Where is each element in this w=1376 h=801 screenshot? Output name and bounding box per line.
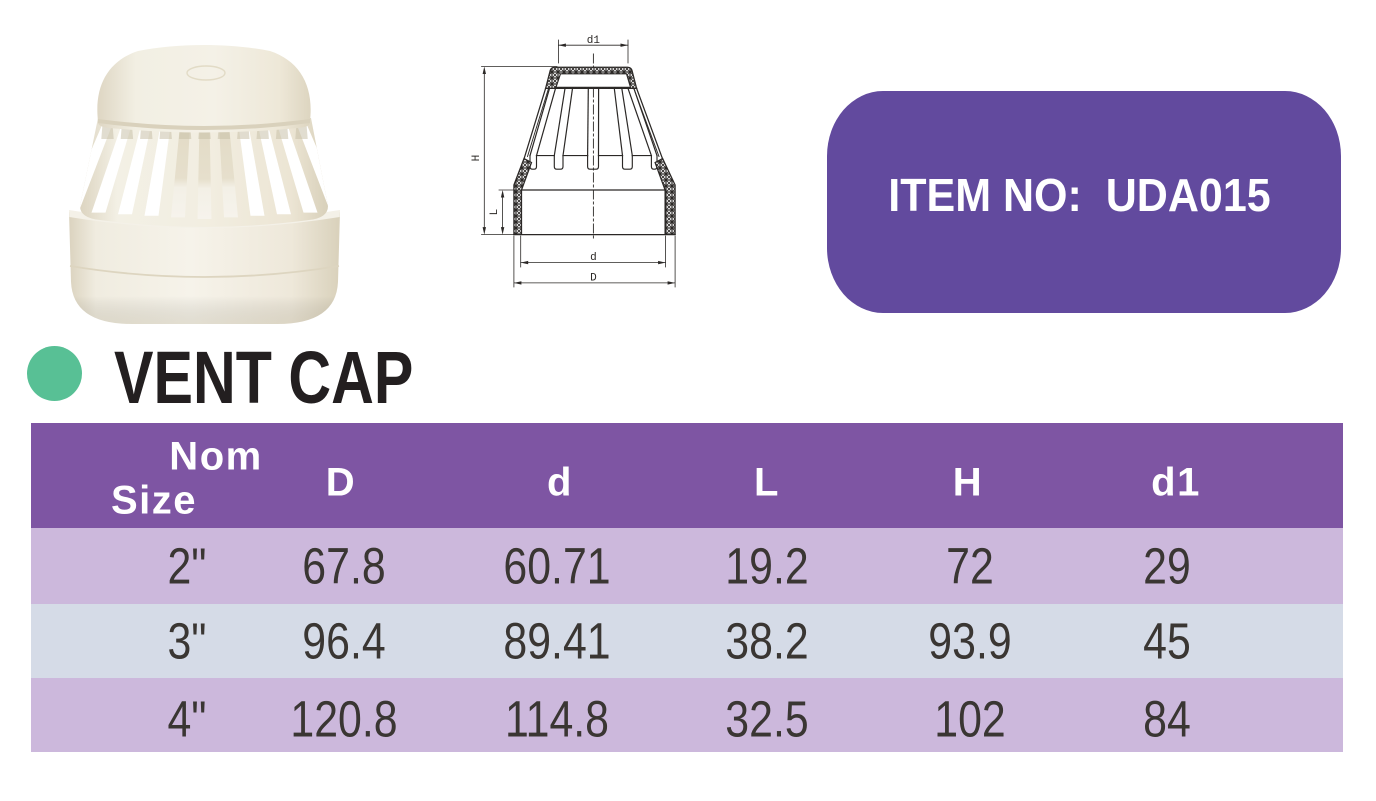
svg-text:d: d [590, 252, 597, 264]
svg-text:d1: d1 [587, 35, 601, 47]
svg-text:L: L [489, 209, 501, 216]
svg-text:H: H [471, 155, 483, 162]
svg-text:D: D [590, 272, 597, 284]
